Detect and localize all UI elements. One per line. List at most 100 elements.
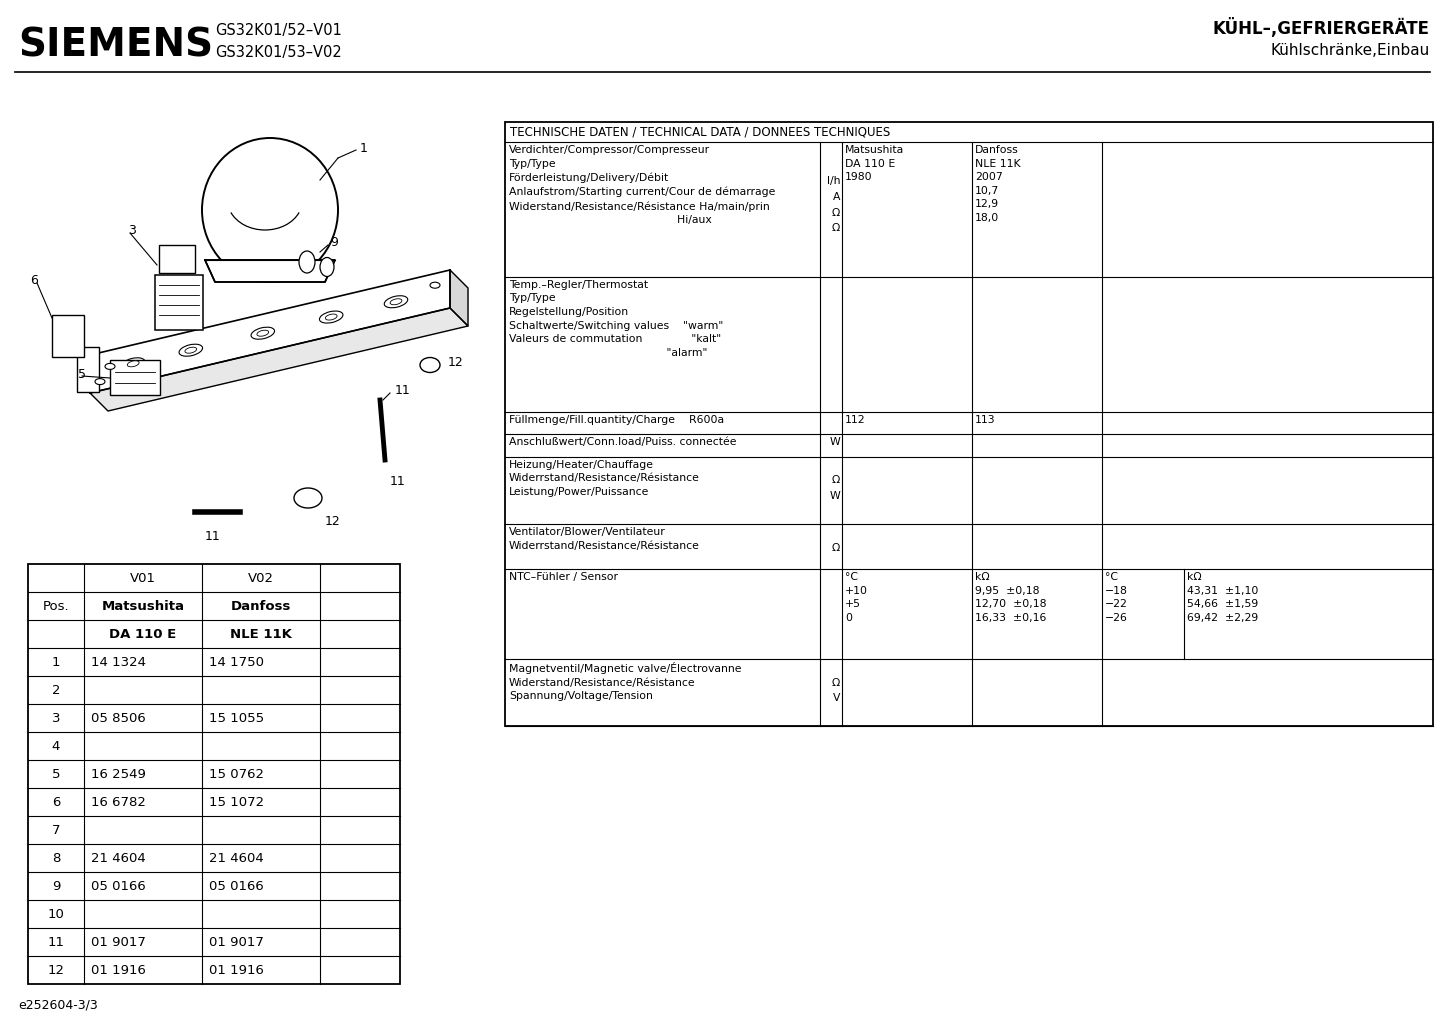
Text: 8: 8 [52,852,61,864]
Text: Kühlschränke,Einbau: Kühlschränke,Einbau [1270,43,1430,57]
Text: SIEMENS: SIEMENS [17,26,213,64]
Text: 21 4604: 21 4604 [209,852,264,864]
Text: 21 4604: 21 4604 [91,852,146,864]
Text: 05 0166: 05 0166 [91,879,146,893]
Text: Füllmenge/Fill.quantity/Charge    R600a: Füllmenge/Fill.quantity/Charge R600a [509,415,724,425]
Ellipse shape [251,327,274,339]
Text: 6: 6 [30,273,37,286]
Text: 15 0762: 15 0762 [209,767,264,781]
Text: 5: 5 [52,767,61,781]
Text: kΩ
9,95  ±0,18
12,70  ±0,18
16,33  ±0,16: kΩ 9,95 ±0,18 12,70 ±0,18 16,33 ±0,16 [975,572,1047,623]
Text: 15 1072: 15 1072 [209,796,264,808]
Text: V02: V02 [248,572,274,585]
Ellipse shape [420,358,440,373]
Text: 05 0166: 05 0166 [209,879,264,893]
Ellipse shape [185,347,196,354]
Text: 16 6782: 16 6782 [91,796,146,808]
Text: 12: 12 [48,964,65,976]
Text: DA 110 E: DA 110 E [110,628,176,641]
Text: Ventilator/Blower/Ventilateur
Widerrstand/Resistance/Résistance: Ventilator/Blower/Ventilateur Widerrstan… [509,527,699,550]
Text: 12: 12 [448,356,464,369]
Text: °C
+10
+5
0: °C +10 +5 0 [845,572,868,623]
Text: A: A [832,192,841,202]
Ellipse shape [298,251,314,273]
Text: KÜHL–,GEFRIERGERÄTE: KÜHL–,GEFRIERGERÄTE [1213,18,1430,38]
Text: 11: 11 [205,530,221,543]
Text: Matsushita
DA 110 E
1980: Matsushita DA 110 E 1980 [845,145,904,182]
Text: Anschlußwert/Conn.load/Puiss. connectée: Anschlußwert/Conn.load/Puiss. connectée [509,437,737,447]
Bar [52,315,84,357]
Text: 3: 3 [128,223,136,236]
Polygon shape [450,270,469,326]
Ellipse shape [430,282,440,288]
Ellipse shape [95,379,105,384]
Text: 9: 9 [52,879,61,893]
Text: GS32K01/53–V02: GS32K01/53–V02 [215,45,342,59]
Text: 14 1750: 14 1750 [209,655,264,668]
Text: e252604‐3/3: e252604‐3/3 [17,999,98,1012]
Polygon shape [89,308,469,411]
Text: V: V [832,693,841,703]
Text: °C
−18
−22
−26: °C −18 −22 −26 [1105,572,1128,623]
Bar [76,347,99,392]
Ellipse shape [294,488,322,508]
Ellipse shape [384,296,408,308]
Polygon shape [89,270,450,393]
Text: Danfoss: Danfoss [231,599,291,612]
Ellipse shape [320,311,343,323]
Ellipse shape [121,358,146,370]
Ellipse shape [326,314,337,320]
Text: 11: 11 [395,383,411,396]
Text: 01 9017: 01 9017 [91,935,146,949]
Text: Danfoss
NLE 11K
2007
10,7
12,9
18,0: Danfoss NLE 11K 2007 10,7 12,9 18,0 [975,145,1021,223]
Text: 1: 1 [52,655,61,668]
Text: Heizung/Heater/Chauffage
Widerrstand/Resistance/Résistance
Leistung/Power/Puissa: Heizung/Heater/Chauffage Widerrstand/Res… [509,460,699,497]
Bar [159,245,195,273]
Text: V01: V01 [130,572,156,585]
Text: Ω: Ω [832,223,841,233]
Text: Pos.: Pos. [43,599,69,612]
Text: Magnetventil/Magnetic valve/Électrovanne
Widerstand/Resistance/Résistance
Spannu: Magnetventil/Magnetic valve/Électrovanne… [509,662,741,701]
Text: 4: 4 [52,740,61,752]
Text: 12: 12 [324,515,340,528]
Text: 15 1055: 15 1055 [209,711,264,725]
Ellipse shape [257,330,268,336]
Text: 16 2549: 16 2549 [91,767,146,781]
Ellipse shape [202,138,337,282]
Text: 7: 7 [52,823,61,837]
Text: Ω: Ω [832,678,841,688]
Ellipse shape [127,361,138,367]
Text: kΩ
43,31  ±1,10
54,66  ±1,59
69,42  ±2,29: kΩ 43,31 ±1,10 54,66 ±1,59 69,42 ±2,29 [1187,572,1259,623]
Text: Temp.–Regler/Thermostat
Typ/Type
Regelstellung/Position
Schaltwerte/Switching va: Temp.–Regler/Thermostat Typ/Type Regelst… [509,280,724,358]
Text: 10: 10 [48,908,65,920]
Text: Ω: Ω [832,208,841,218]
Text: 11: 11 [48,935,65,949]
Text: 2: 2 [52,684,61,697]
Text: 11: 11 [389,475,405,488]
Text: 6: 6 [52,796,61,808]
Text: W: W [829,491,841,501]
Text: Ω: Ω [832,543,841,552]
Text: Matsushita: Matsushita [101,599,185,612]
Text: Verdichter/Compressor/Compresseur
Typ/Type
Förderleistung/Delivery/Débit
Anlaufs: Verdichter/Compressor/Compresseur Typ/Ty… [509,145,776,225]
Text: l/h: l/h [826,176,841,186]
Text: NLE 11K: NLE 11K [231,628,291,641]
Bar [27,564,399,984]
Text: 113: 113 [975,415,995,425]
Text: W: W [829,437,841,447]
Text: 01 9017: 01 9017 [209,935,264,949]
Text: 112: 112 [845,415,865,425]
Text: TECHNISCHE DATEN / TECHNICAL DATA / DONNEES TECHNIQUES: TECHNISCHE DATEN / TECHNICAL DATA / DONN… [510,125,890,139]
Bar [154,275,203,330]
Ellipse shape [320,258,335,276]
Text: 1: 1 [360,142,368,155]
Text: GS32K01/52–V01: GS32K01/52–V01 [215,22,342,38]
Ellipse shape [105,364,115,370]
Text: 14 1324: 14 1324 [91,655,146,668]
Bar [110,360,160,395]
Bar [505,122,1433,727]
Text: NTC–Fühler / Sensor: NTC–Fühler / Sensor [509,572,619,582]
Text: Ω: Ω [832,475,841,485]
Text: 05 8506: 05 8506 [91,711,146,725]
Ellipse shape [179,344,202,357]
